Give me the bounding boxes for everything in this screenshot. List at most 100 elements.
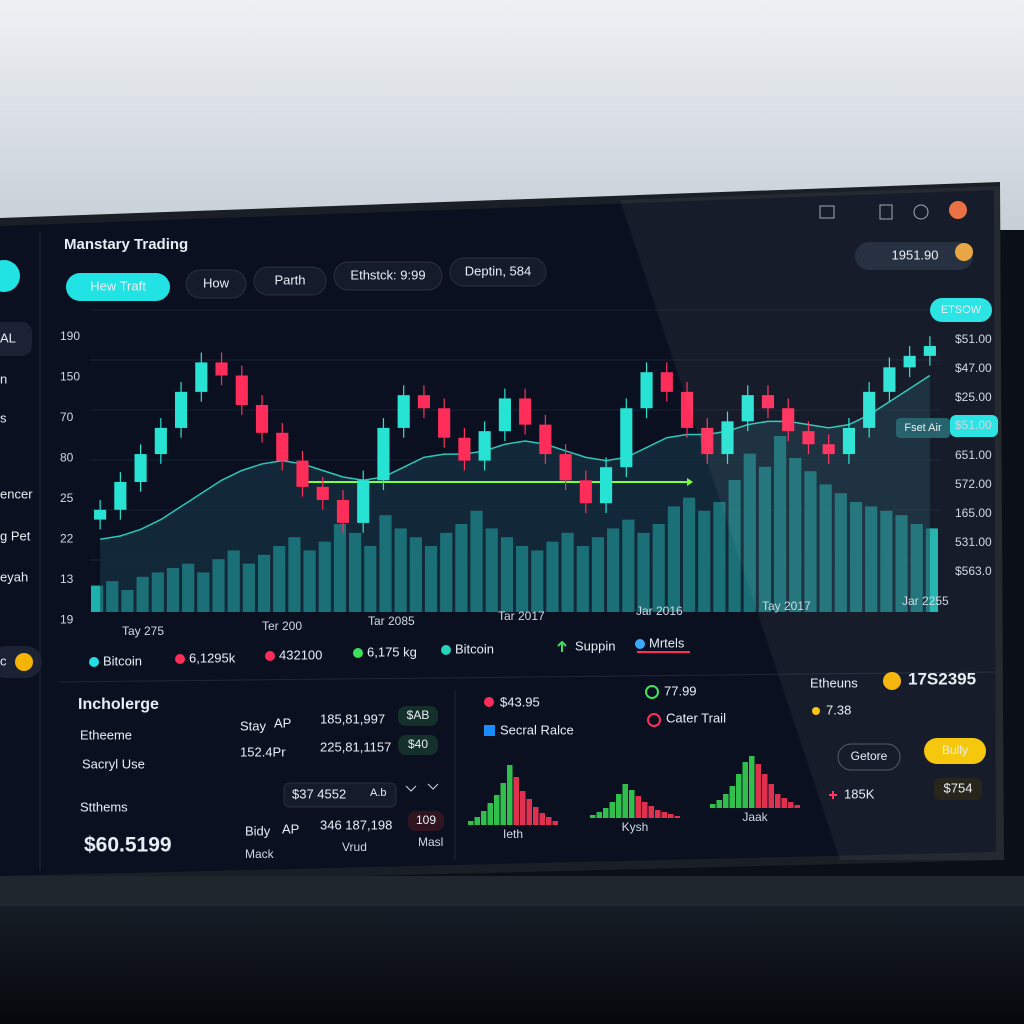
icon[interactable] bbox=[879, 204, 893, 220]
coin-icon bbox=[15, 653, 33, 671]
mini-bar bbox=[500, 783, 506, 825]
legend-label: 6,175 kg bbox=[367, 644, 417, 659]
y-axis-label: 22 bbox=[60, 532, 74, 546]
sidebar-item[interactable]: g Pet bbox=[0, 528, 31, 543]
legend-label: 432100 bbox=[279, 647, 322, 662]
panel-item[interactable]: Sacryl Use bbox=[82, 756, 145, 771]
asset-sub: 7.38 bbox=[826, 702, 851, 717]
mini-bar bbox=[742, 762, 748, 808]
sidebar-item[interactable]: AL bbox=[0, 330, 16, 345]
legend-label: Bitcoin bbox=[103, 653, 142, 668]
sidebar-item[interactable]: s bbox=[0, 410, 7, 425]
action-button[interactable] bbox=[924, 738, 986, 764]
mini-bar bbox=[616, 794, 622, 818]
legend-swatch bbox=[635, 639, 645, 649]
mini-bar bbox=[768, 784, 774, 808]
sidebar-item[interactable]: eyah bbox=[0, 569, 28, 584]
mini-bar bbox=[590, 815, 596, 818]
legend-swatch bbox=[441, 645, 451, 655]
y-axis-label: 150 bbox=[60, 370, 80, 384]
candle-body bbox=[822, 444, 835, 455]
x-axis-label: Jar 2016 bbox=[636, 604, 683, 618]
asset-name: Etheuns bbox=[810, 675, 858, 690]
toolbar-button[interactable] bbox=[66, 273, 170, 301]
logo[interactable] bbox=[0, 260, 20, 292]
order-cell: 185,81,997 bbox=[320, 711, 385, 726]
candle-body bbox=[680, 391, 694, 428]
mini-bar bbox=[635, 796, 641, 818]
mini-bar bbox=[474, 817, 480, 825]
y-axis-label: 651.00 bbox=[955, 448, 992, 462]
mini-charts: Ieth Kysh Jaak bbox=[468, 756, 800, 841]
candle-body bbox=[802, 431, 815, 445]
mini-bar bbox=[487, 803, 493, 825]
order-cell: AP bbox=[282, 821, 299, 836]
candle-body bbox=[519, 398, 532, 425]
right-price: $754 bbox=[944, 780, 973, 795]
search-box[interactable] bbox=[855, 242, 973, 270]
icon[interactable] bbox=[819, 205, 835, 219]
sidebar-item[interactable]: n bbox=[0, 371, 7, 386]
action-label: Bully bbox=[942, 743, 968, 757]
order-input-value: $37 4552 bbox=[292, 786, 346, 801]
middle-secondary: Secral Ralce bbox=[500, 722, 574, 737]
icon[interactable] bbox=[913, 204, 929, 220]
action-button[interactable] bbox=[837, 743, 901, 771]
chevron[interactable] bbox=[405, 783, 439, 792]
candle-body bbox=[235, 375, 248, 405]
order-cell: $40 bbox=[408, 737, 428, 751]
y-axis-label: $51.00 bbox=[955, 418, 992, 432]
toolbar-button[interactable] bbox=[185, 269, 247, 299]
price-badge bbox=[950, 415, 998, 437]
x-axis-label: Tay 2017 bbox=[762, 599, 811, 613]
support-arrow bbox=[687, 477, 694, 486]
order-input[interactable] bbox=[283, 782, 397, 808]
candle-body bbox=[620, 408, 633, 468]
mini-bar bbox=[533, 807, 539, 825]
mini-bar bbox=[603, 808, 609, 818]
x-axis-label: Jar 2255 bbox=[902, 594, 949, 608]
toolbar-button[interactable] bbox=[253, 266, 327, 296]
order-cell: AP bbox=[274, 715, 291, 730]
right-change: 185K bbox=[844, 786, 875, 801]
sidebar-item[interactable]: encer bbox=[0, 486, 33, 501]
avatar[interactable] bbox=[949, 201, 967, 219]
mini-bar bbox=[481, 811, 487, 825]
mini-label: Jaak bbox=[742, 810, 768, 824]
mini-bar bbox=[468, 821, 474, 825]
candle-body bbox=[539, 424, 552, 455]
y-axis-label: $25.00 bbox=[955, 390, 992, 404]
glare bbox=[620, 186, 1004, 860]
legend-swatch bbox=[265, 651, 275, 661]
x-axis-label: Ter 200 bbox=[262, 619, 302, 633]
change-icon bbox=[645, 685, 659, 699]
avatar[interactable] bbox=[955, 243, 973, 261]
candle-body bbox=[782, 408, 795, 432]
y-axis-label: 80 bbox=[60, 451, 74, 465]
legend-swatch bbox=[89, 657, 99, 667]
y-axis-label: 572.00 bbox=[955, 477, 992, 491]
chart-button[interactable] bbox=[930, 298, 992, 322]
x-axis-label: Tay 275 bbox=[122, 624, 164, 638]
toolbar-label: Hew Traft bbox=[90, 278, 146, 293]
mini-bar bbox=[661, 812, 667, 818]
asset-amount: 17S2395 bbox=[908, 669, 976, 688]
order-cell: 346 187,198 bbox=[320, 817, 392, 832]
candle-body bbox=[741, 395, 754, 422]
mini-bar bbox=[552, 821, 558, 825]
toolbar-button[interactable] bbox=[333, 261, 443, 291]
order-input-unit: A.b bbox=[370, 787, 387, 799]
app-title: Manstary Trading bbox=[64, 236, 188, 253]
candle-body bbox=[498, 398, 511, 432]
sidebar-item[interactable]: c bbox=[0, 653, 7, 668]
panel-item[interactable]: Etheeme bbox=[80, 727, 132, 742]
mini-bar bbox=[629, 790, 635, 818]
candle-body bbox=[903, 355, 916, 368]
panel-label: Stthems bbox=[80, 799, 128, 814]
panel-title: Incholerge bbox=[78, 696, 159, 713]
toolbar-label: Ethstck: 9:99 bbox=[350, 267, 425, 282]
order-cell: $AB bbox=[407, 708, 430, 722]
toolbar-button[interactable] bbox=[449, 257, 547, 287]
candle-body bbox=[458, 437, 471, 461]
y-axis-label: 190 bbox=[60, 329, 80, 343]
